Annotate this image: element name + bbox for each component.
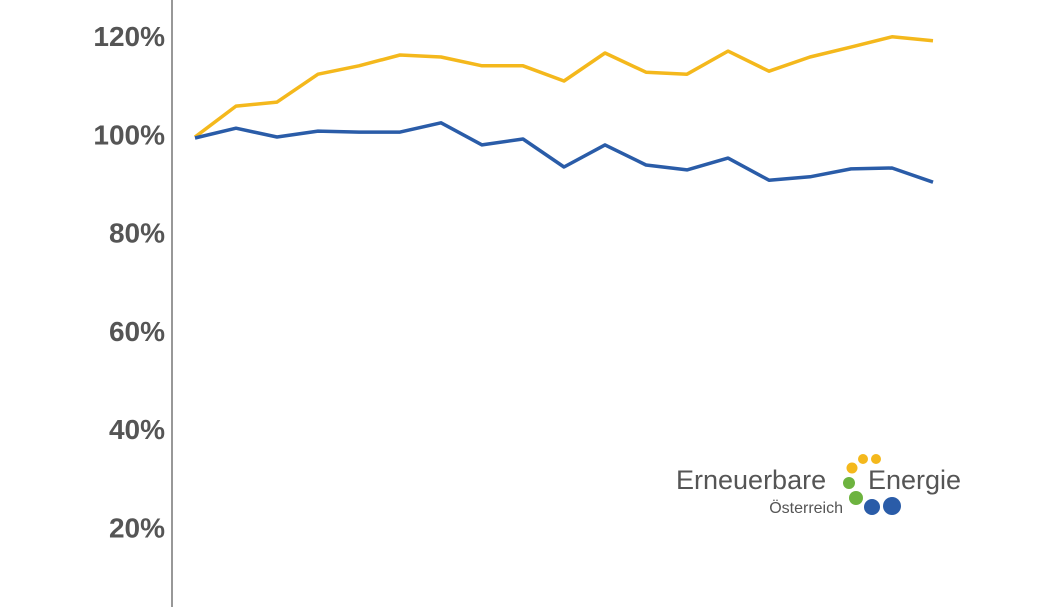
y-tick-label: 120%: [93, 21, 165, 52]
logo-dot: [864, 499, 880, 515]
y-tick-label: 20%: [109, 512, 165, 543]
line-series: [193, 35, 934, 139]
y-tick-label: 80%: [109, 218, 165, 249]
logo-word: Erneuerbare: [676, 465, 826, 495]
logo-dot: [883, 497, 901, 515]
line-series: [194, 121, 934, 184]
y-tick-label: 40%: [109, 414, 165, 445]
y-tick-label: 100%: [93, 119, 165, 150]
logo-dot: [846, 462, 858, 474]
logo-dot: [871, 454, 881, 464]
y-tick-label: 60%: [109, 316, 165, 347]
logo-dot: [843, 477, 855, 489]
logo-dot: [849, 491, 863, 505]
logo-word: Energie: [868, 465, 961, 495]
logo: Erneuerbare Energie Österreich: [676, 454, 961, 517]
logo-dot: [858, 454, 868, 464]
logo-subtitle: Österreich: [769, 499, 843, 517]
